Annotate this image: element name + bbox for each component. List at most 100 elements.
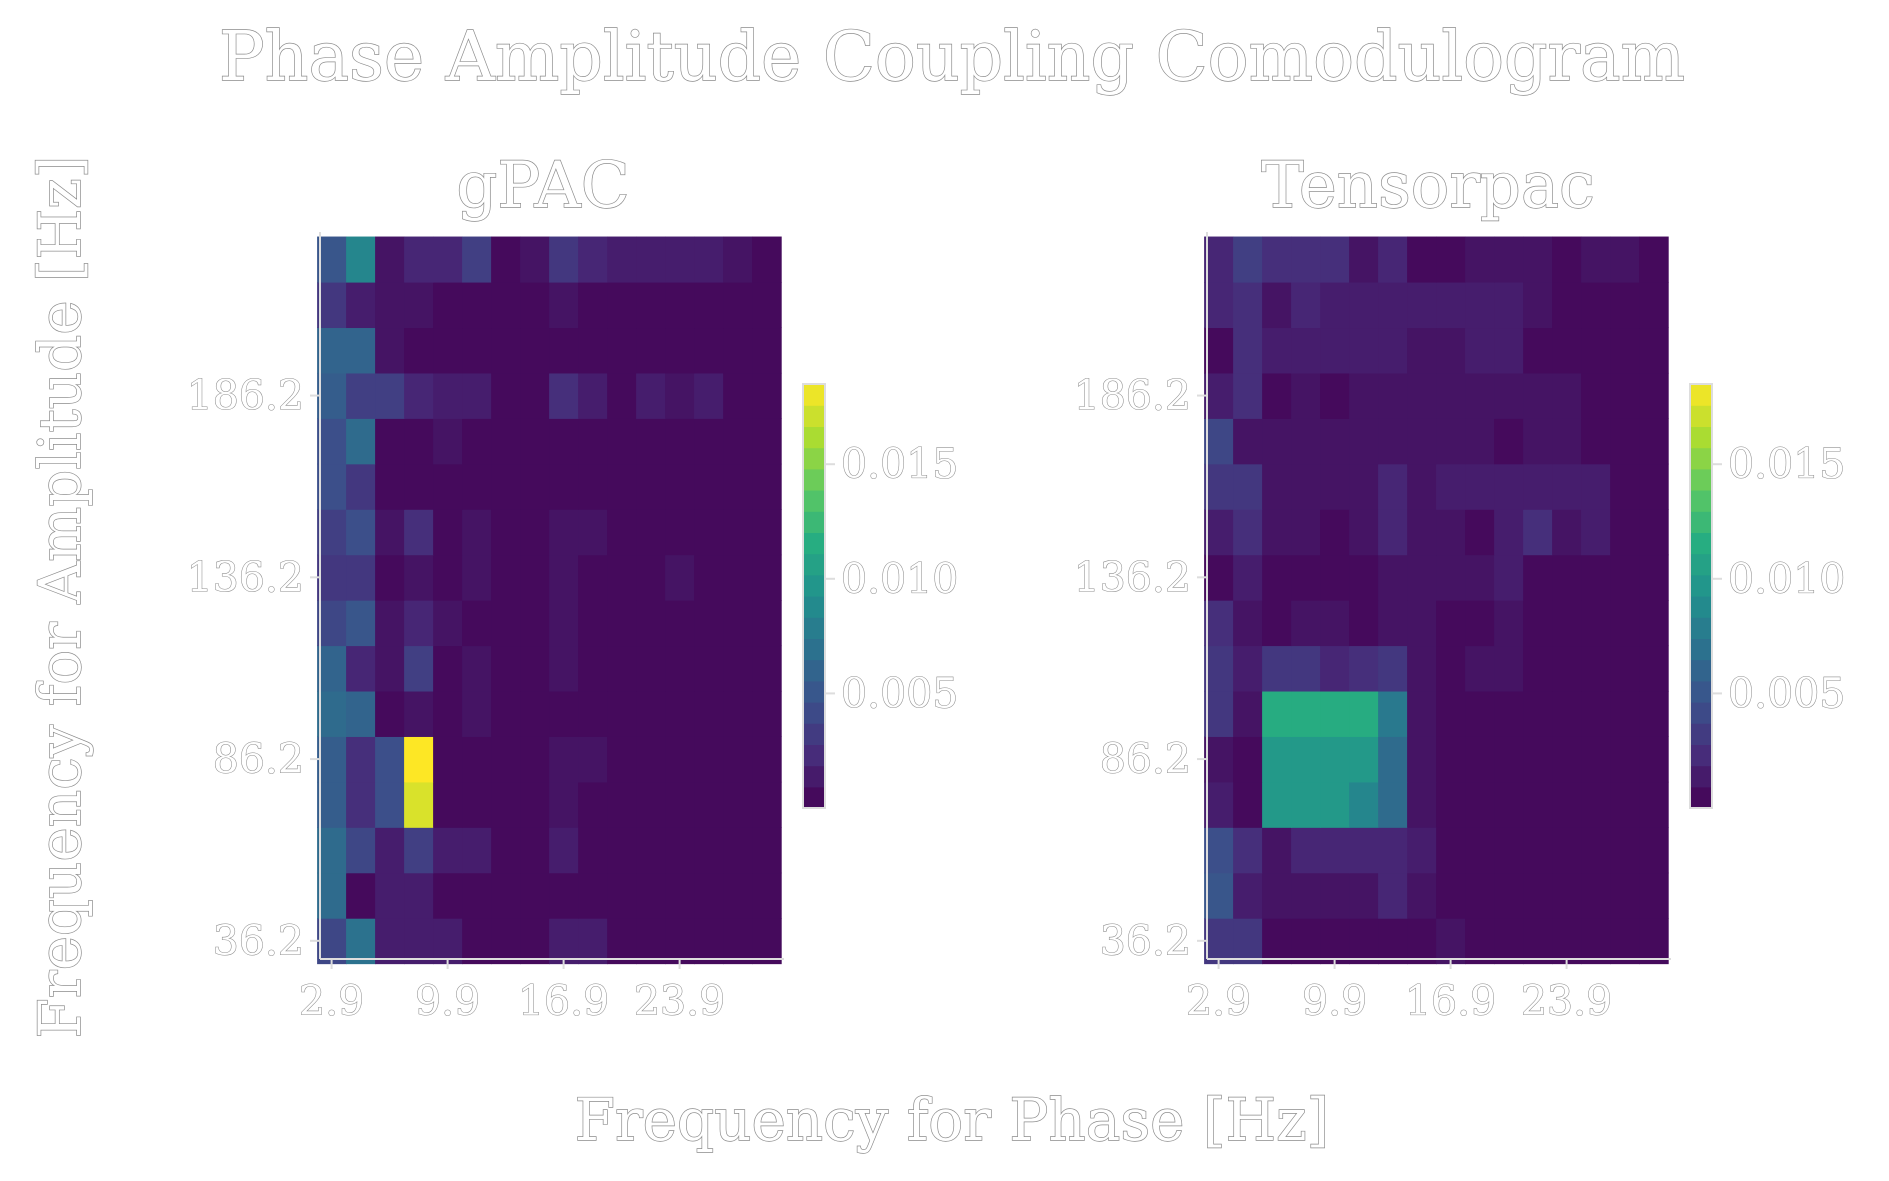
heatmap-cell bbox=[1349, 281, 1379, 329]
heatmap-cell bbox=[1639, 600, 1669, 647]
heatmap-cell bbox=[723, 781, 753, 828]
heatmap-cell bbox=[1349, 372, 1379, 419]
heatmap-cell bbox=[1349, 827, 1379, 874]
heatmap-cell bbox=[636, 736, 666, 783]
heatmap-cell bbox=[549, 236, 579, 283]
heatmap-cell bbox=[1233, 509, 1263, 556]
heatmap-cell bbox=[433, 690, 463, 737]
heatmap-cell bbox=[1610, 236, 1640, 283]
heatmap-cell bbox=[1610, 327, 1640, 374]
colorbar-segment bbox=[803, 702, 825, 724]
heatmap-cell bbox=[607, 781, 637, 828]
heatmap-cell bbox=[694, 827, 724, 874]
heatmap-cell bbox=[1204, 327, 1234, 374]
heatmap-cell bbox=[462, 418, 492, 465]
heatmap-cell bbox=[694, 781, 724, 828]
heatmap-cell bbox=[462, 327, 492, 374]
heatmap-cell bbox=[404, 827, 434, 874]
heatmap-cell bbox=[404, 736, 434, 783]
heatmap-cell bbox=[578, 327, 608, 374]
heatmap-cell bbox=[520, 372, 550, 419]
heatmap-cell bbox=[1291, 463, 1321, 510]
colorbar-segment bbox=[803, 405, 825, 427]
heatmap-cell bbox=[1349, 781, 1379, 828]
heatmap-cell bbox=[1407, 918, 1437, 965]
heatmap-cell bbox=[1204, 645, 1234, 692]
heatmap-cell bbox=[491, 872, 521, 919]
heatmap-cell bbox=[375, 781, 405, 828]
heatmap-cell bbox=[1581, 736, 1611, 783]
colorbar-segment bbox=[803, 659, 825, 682]
heatmap-cell bbox=[549, 509, 579, 556]
heatmap-cell bbox=[1320, 463, 1350, 510]
heatmap-cell bbox=[1407, 600, 1437, 647]
colorbar-segment bbox=[803, 638, 825, 661]
heatmap-cell bbox=[462, 236, 492, 283]
heatmap-cell bbox=[1349, 690, 1379, 737]
y-tick-label: 86.2 bbox=[213, 735, 304, 783]
heatmap-cell bbox=[462, 827, 492, 874]
heatmap-cell bbox=[1378, 918, 1408, 965]
heatmap-cell bbox=[404, 327, 434, 374]
heatmap-cell bbox=[491, 645, 521, 692]
heatmap-cell bbox=[317, 781, 347, 828]
heatmap-cell bbox=[607, 281, 637, 329]
heatmap-cell bbox=[1494, 781, 1524, 828]
heatmap-cell bbox=[1494, 736, 1524, 783]
colorbar-segment bbox=[803, 765, 825, 788]
heatmap-cell bbox=[636, 554, 666, 601]
heatmap-cell bbox=[1262, 281, 1292, 329]
heatmap-cell bbox=[1639, 736, 1669, 783]
heatmap-cell bbox=[346, 372, 376, 419]
heatmap-cell bbox=[1552, 372, 1582, 419]
heatmap-cell bbox=[723, 327, 753, 374]
heatmap-cell bbox=[549, 372, 579, 419]
heatmap-cell bbox=[346, 327, 376, 374]
heatmap-cell bbox=[1610, 463, 1640, 510]
heatmap-cell bbox=[1465, 645, 1495, 692]
heatmap-cell bbox=[1436, 372, 1466, 419]
heatmap-cell bbox=[549, 645, 579, 692]
heatmap-cell bbox=[1494, 236, 1524, 283]
heatmap-cell bbox=[1407, 690, 1437, 737]
x-tick-label: 16.9 bbox=[1405, 977, 1496, 1025]
heatmap-cell bbox=[1378, 281, 1408, 329]
heatmap-cell bbox=[404, 781, 434, 828]
heatmap-cell bbox=[346, 736, 376, 783]
heatmap-cell bbox=[636, 327, 666, 374]
colorbar-segment bbox=[803, 426, 825, 449]
heatmap-cell bbox=[1291, 690, 1321, 737]
heatmap-cell bbox=[1320, 372, 1350, 419]
heatmap-cell bbox=[1639, 509, 1669, 556]
heatmap-cell bbox=[1581, 418, 1611, 465]
heatmap-cell bbox=[694, 418, 724, 465]
heatmap-cell bbox=[1204, 372, 1234, 419]
heatmap-cell bbox=[549, 327, 579, 374]
heatmap-cell bbox=[1349, 736, 1379, 783]
heatmap-cell bbox=[1465, 872, 1495, 919]
heatmap-cell bbox=[520, 872, 550, 919]
heatmap-cell bbox=[752, 827, 782, 874]
heatmap-cell bbox=[491, 236, 521, 283]
heatmap-cell bbox=[375, 918, 405, 965]
heatmap-cell bbox=[1378, 827, 1408, 874]
heatmap-cell bbox=[578, 918, 608, 965]
heatmap-cell bbox=[317, 281, 347, 329]
colorbar-segment bbox=[803, 744, 825, 767]
heatmap-cell bbox=[1552, 827, 1582, 874]
heatmap-cell bbox=[1552, 236, 1582, 283]
heatmap-cell bbox=[1494, 281, 1524, 329]
heatmap-cell bbox=[346, 918, 376, 965]
colorbar-segment bbox=[803, 511, 825, 533]
heatmap-cell bbox=[520, 600, 550, 647]
heatmap-cell bbox=[317, 872, 347, 919]
colorbar-segment bbox=[1690, 490, 1712, 512]
heatmap-cell bbox=[1262, 645, 1292, 692]
heatmap-cell bbox=[1552, 872, 1582, 919]
heatmap-cell bbox=[433, 781, 463, 828]
colorbar-tick-label: 0.005 bbox=[1728, 669, 1845, 717]
colorbar-segment bbox=[803, 574, 825, 597]
heatmap-cell bbox=[462, 372, 492, 419]
heatmap-cell bbox=[665, 418, 695, 465]
heatmap-cell bbox=[578, 236, 608, 283]
